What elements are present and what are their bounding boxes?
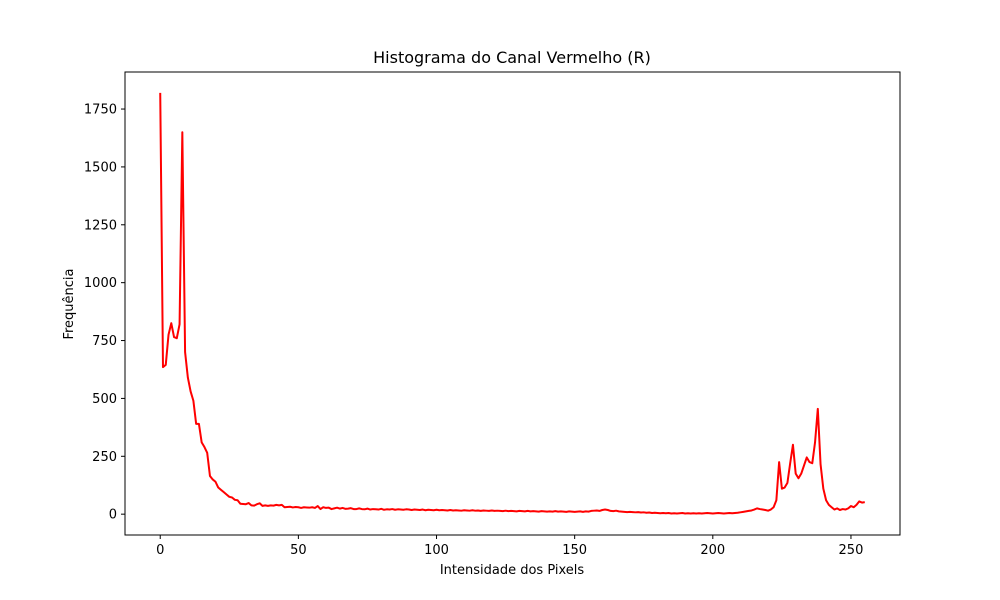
plot-frame — [124, 71, 901, 536]
y-tick-label: 500 — [92, 392, 117, 407]
chart-title: Histograma do Canal Vermelho (R) — [373, 48, 651, 67]
x-axis-label: Intensidade dos Pixels — [440, 563, 585, 578]
x-tick-label: 200 — [700, 543, 725, 558]
y-tick-label: 1000 — [84, 276, 117, 291]
series-line-0 — [159, 92, 865, 515]
y-tick-label: 750 — [92, 334, 117, 349]
axis-ticks: 0 50 100 150 200 250 0 250 500 750 1000 1250 1500 175… — [84, 103, 863, 558]
y-tick-label: 1500 — [84, 160, 117, 175]
x-tick-label: 0 — [156, 543, 164, 558]
x-tick-label: 100 — [424, 543, 449, 558]
y-tick-label: 0 — [109, 508, 117, 523]
x-tick-label: 250 — [839, 543, 864, 558]
x-tick-label: 50 — [290, 543, 307, 558]
y-tick-label: 1750 — [84, 103, 117, 118]
x-tick-label: 150 — [562, 543, 587, 558]
y-axis-label: Frequência — [62, 268, 77, 339]
y-tick-label: 250 — [92, 450, 117, 465]
plot-area — [159, 92, 865, 515]
y-tick-label: 1250 — [84, 218, 117, 233]
